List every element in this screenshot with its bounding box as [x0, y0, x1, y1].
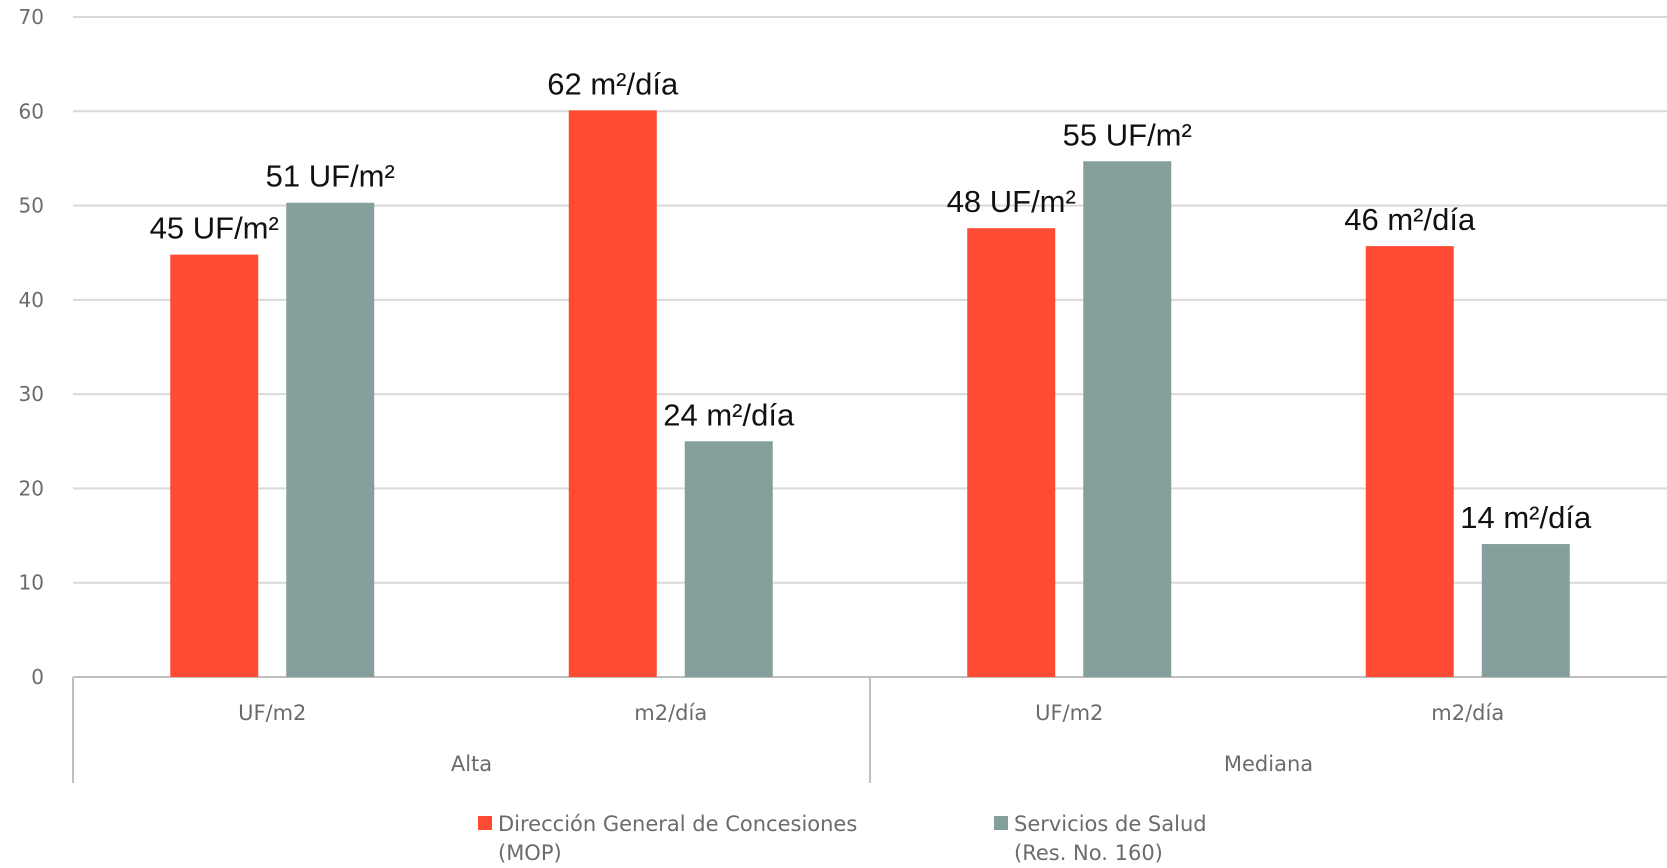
legend-swatch-mop	[478, 816, 492, 830]
legend-label-mop-sub: (MOP)	[498, 841, 562, 865]
data-label: 55 UF/m²	[1063, 117, 1192, 152]
y-tick-label: 30	[19, 382, 44, 406]
bar-salud	[684, 441, 773, 677]
data-label: 24 m²/día	[663, 397, 795, 432]
bar-mop	[1365, 246, 1454, 677]
y-tick-label: 10	[19, 571, 44, 595]
bar-mop	[967, 228, 1056, 677]
group-label: Alta	[451, 752, 492, 776]
legend-label-salud: Servicios de Salud	[1014, 812, 1207, 836]
data-label: 48 UF/m²	[947, 184, 1076, 219]
bar-salud	[286, 202, 375, 677]
data-label: 45 UF/m²	[150, 211, 279, 246]
group-label: Mediana	[1224, 752, 1313, 776]
x-tick-label: m2/día	[634, 701, 707, 725]
x-tick-label: m2/día	[1431, 701, 1504, 725]
legend-item-salud: Servicios de Salud (Res. No. 160)	[994, 810, 1207, 868]
bar-salud	[1481, 544, 1570, 677]
data-label: 46 m²/día	[1344, 202, 1476, 237]
y-tick-label: 70	[19, 5, 44, 29]
bar-chart: 0 10 20 30 40 50 60 70 45 UF/m² 51 UF/m² UF/m2 62 m…	[19, 5, 1667, 783]
legend-item-mop: Dirección General de Concesiones (MOP)	[478, 810, 857, 868]
data-label: 14 m²/día	[1460, 500, 1592, 535]
y-tick-label: 60	[19, 99, 44, 123]
y-tick-label: 40	[19, 288, 44, 312]
y-tick-label: 20	[19, 476, 44, 500]
legend-label-salud-sub: (Res. No. 160)	[1014, 841, 1163, 865]
y-tick-label: 50	[19, 194, 44, 218]
bar-mop	[568, 110, 657, 678]
data-label: 62 m²/día	[547, 66, 679, 101]
bar-salud	[1083, 161, 1172, 677]
y-tick-label: 0	[31, 665, 44, 689]
bar-mop	[170, 254, 259, 677]
legend-swatch-salud	[994, 816, 1008, 830]
x-tick-label: UF/m2	[238, 701, 306, 725]
x-tick-label: UF/m2	[1035, 701, 1103, 725]
data-label: 51 UF/m²	[266, 159, 395, 194]
legend-label-mop: Dirección General de Concesiones	[498, 812, 858, 836]
